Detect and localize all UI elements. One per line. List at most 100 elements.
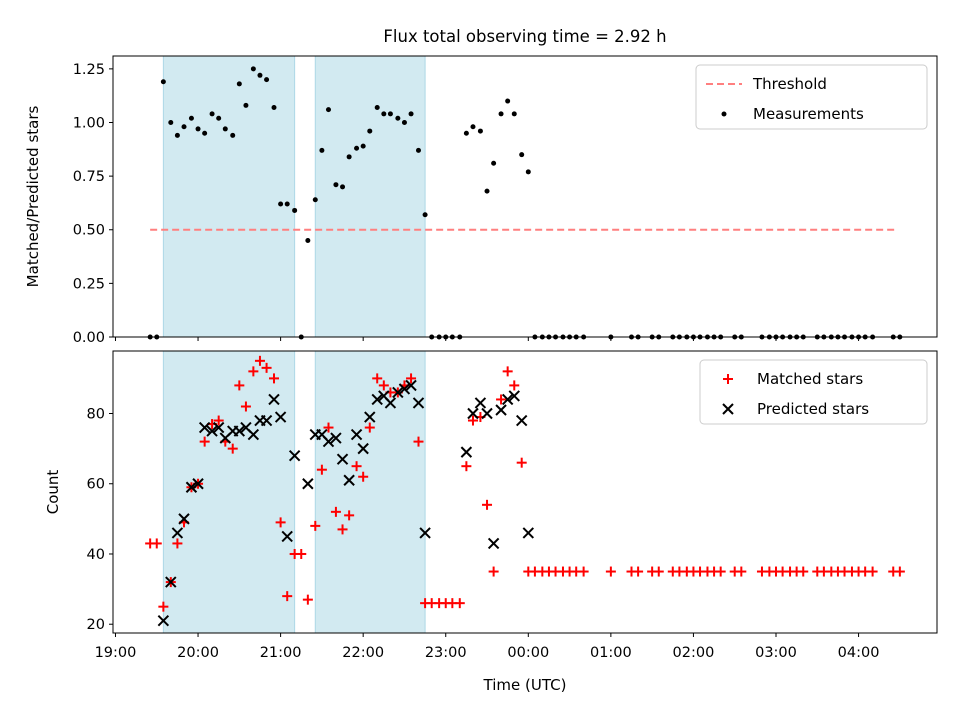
matched-stars-point [234,380,245,391]
predicted-stars-point [412,397,425,409]
measurements-point [360,143,366,149]
predicted-stars-point-b [233,425,246,437]
x-tick-label: 19:00 [95,645,137,661]
predicted-stars-point [357,442,369,455]
predicted-stars-point-b [508,390,520,402]
predicted-stars-point-b [357,442,369,455]
measurements-point [354,145,360,151]
matched-stars-point [461,461,472,472]
predicted-stars-point-b [260,414,273,427]
matched-stars-point [372,373,383,384]
predicted-stars-point [474,397,487,409]
matched-stars-point [351,461,362,472]
predicted-stars-point-b [487,537,500,550]
measurements-point [202,130,208,136]
measurements-point [271,104,277,110]
matched-stars-point [213,415,224,426]
matched-stars-point [227,443,238,454]
predicted-stars-point-b [192,478,204,490]
measurements-point [470,124,476,130]
measurements-point [236,81,242,87]
predicted-stars-point [467,407,479,420]
measurements-point [181,124,187,130]
counts-legend: Matched stars Predicted stars [699,359,928,425]
counts-x-axis: 19:00 20:00 21:00 22:00 23:00 00:00 01:00 02:00… [95,633,880,661]
x-tick-label: 00:00 [507,645,549,661]
measurements-point [230,132,236,138]
measurements-point [415,147,421,153]
matched-stars-point [633,566,644,577]
matched-stars-point [261,362,272,373]
observing-window-2 [314,350,426,634]
x-tick-label: 04:00 [838,645,880,661]
matched-stars-point [378,380,389,391]
matched-stars-point [798,566,809,577]
predicted-stars-point-b [364,411,376,423]
predicted-stars-point-b [274,411,287,423]
measurements-point [519,152,525,158]
matched-stars-point [282,591,293,602]
predicted-stars-point-b [343,474,355,486]
predicted-stars-point-b [330,432,342,444]
observing-window-2 [314,55,426,338]
x-tick-label: 03:00 [755,645,797,661]
x-tick-label: 21:00 [260,645,302,661]
legend-measurements-swatch [721,111,727,117]
predicted-stars-point [212,421,225,434]
measurements-point [243,102,249,108]
predicted-stars-point-b [412,397,425,409]
matched-stars-point [653,566,664,577]
chart-title: Flux total observing time = 2.92 h [383,27,666,46]
measurements-point [168,119,174,125]
predicted-stars-point [330,432,342,444]
predicted-stars-point-b [384,397,397,409]
legend-matched-stars-label: Matched stars [757,370,863,388]
matched-stars-point [413,436,424,447]
measurements-point [374,104,380,110]
predicted-stars-point [171,527,184,539]
predicted-stars-point [495,404,507,416]
predicted-stars-point [419,527,431,539]
predicted-stars-point [501,393,514,406]
predicted-stars-point [185,481,198,493]
predicted-stars-point [288,449,301,462]
matched-stars-point [516,457,527,468]
matched-stars-point [894,566,905,577]
counts-observing-windows [162,350,426,634]
predicted-stars-point [322,435,335,448]
measurements-point [346,154,352,160]
matched-stars-point [488,566,499,577]
predicted-stars-point [398,383,411,395]
x-axis-label: Time (UTC) [483,676,567,694]
matched-stars-point [337,524,348,535]
predicted-stars-point-b [302,478,314,490]
counts-plot-frame [112,350,938,634]
x-tick-label: 20:00 [177,645,219,661]
predicted-stars-point-b [336,453,349,465]
predicted-stars-point [233,425,246,437]
predicted-stars-point-b [206,425,218,437]
matched-stars-point [199,436,210,447]
predicted-stars-point-b [281,530,293,543]
predicted-stars-point-b [460,446,473,458]
matched-stars-point [330,506,341,517]
predicted-stars-point [364,411,376,423]
predicted-stars-point [392,386,404,399]
measurements-point [250,66,256,72]
predicted-stars-point-b [474,397,487,409]
measurements-point [333,182,339,188]
y-tick-label: 0.00 [73,330,105,346]
predicted-stars-point [192,478,204,490]
x-tick-label: 02:00 [673,645,715,661]
matched-stars-point [296,548,307,559]
matched-stars-point [302,594,313,605]
measurements-point [188,115,194,121]
y-tick-label: 80 [87,407,105,423]
y-tick-label: 40 [87,547,105,563]
matched-stars-point [406,373,417,384]
measurements-point [387,111,393,117]
observing-window-1 [162,55,296,338]
measurements-point [422,212,428,218]
matched-stars-point [172,538,183,549]
legend-matched-stars-swatch [723,374,733,384]
